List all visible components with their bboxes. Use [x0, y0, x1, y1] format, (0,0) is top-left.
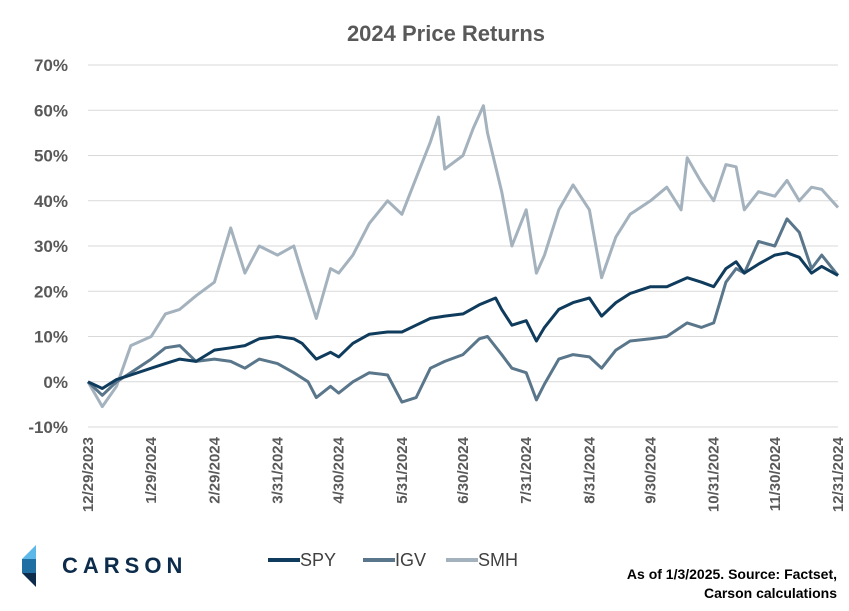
source-note-line2: Carson calculations — [703, 585, 837, 601]
y-axis-ticks: 70% 60% 50% 40% 30% 20% 10% 0% -10% — [28, 56, 68, 437]
source-note: As of 1/3/2025. Source: Factset, Carson … — [627, 565, 837, 603]
y-tick-label: 30% — [34, 237, 68, 256]
legend-label: IGV — [395, 550, 426, 570]
carson-logo-icon — [22, 545, 36, 587]
x-tick-label: 10/31/2024 — [706, 436, 723, 512]
legend: SPY IGV SMH — [268, 550, 518, 570]
gridlines — [88, 64, 838, 428]
carson-logo: CARSON — [22, 545, 187, 587]
x-axis-ticks: 12/29/2023 1/29/2024 2/29/2024 3/31/2024 4/3… — [80, 436, 847, 512]
x-tick-label: 12/29/2023 — [80, 437, 97, 512]
legend-label: SMH — [478, 550, 518, 570]
series-lines — [86, 104, 840, 409]
legend-item-igv: IGV — [363, 550, 426, 570]
carson-logo-text: CARSON — [62, 553, 188, 578]
x-tick-label: 4/30/2024 — [331, 436, 348, 503]
y-tick-label: 20% — [34, 282, 68, 301]
y-tick-label: 60% — [34, 101, 68, 120]
x-tick-label: 9/30/2024 — [643, 436, 660, 503]
source-note-line1: As of 1/3/2025. Source: Factset, — [626, 566, 837, 582]
legend-item-smh: SMH — [446, 550, 518, 570]
x-tick-label: 12/31/2024 — [830, 436, 847, 512]
y-tick-label: 10% — [34, 328, 68, 347]
x-tick-label: 5/31/2024 — [394, 436, 411, 503]
x-tick-label: 8/31/2024 — [581, 436, 598, 503]
x-tick-label: 6/30/2024 — [455, 436, 472, 503]
chart-title: 2024 Price Returns — [347, 21, 545, 46]
y-tick-label: -10% — [28, 418, 68, 437]
legend-label: SPY — [300, 550, 336, 570]
x-tick-label: 7/31/2024 — [518, 436, 535, 503]
x-tick-label: 2/29/2024 — [206, 436, 223, 503]
x-tick-label: 11/30/2024 — [767, 436, 784, 511]
y-tick-label: 0% — [43, 373, 68, 392]
series-line-spy — [87, 251, 839, 390]
x-tick-label: 1/29/2024 — [143, 436, 160, 503]
x-tick-label: 3/31/2024 — [270, 436, 287, 503]
y-tick-label: 40% — [34, 192, 68, 211]
series-line-smh — [86, 104, 840, 409]
y-tick-label: 70% — [34, 56, 68, 75]
y-tick-label: 50% — [34, 147, 68, 166]
series-line-igv — [86, 217, 840, 404]
legend-item-spy: SPY — [268, 550, 336, 570]
